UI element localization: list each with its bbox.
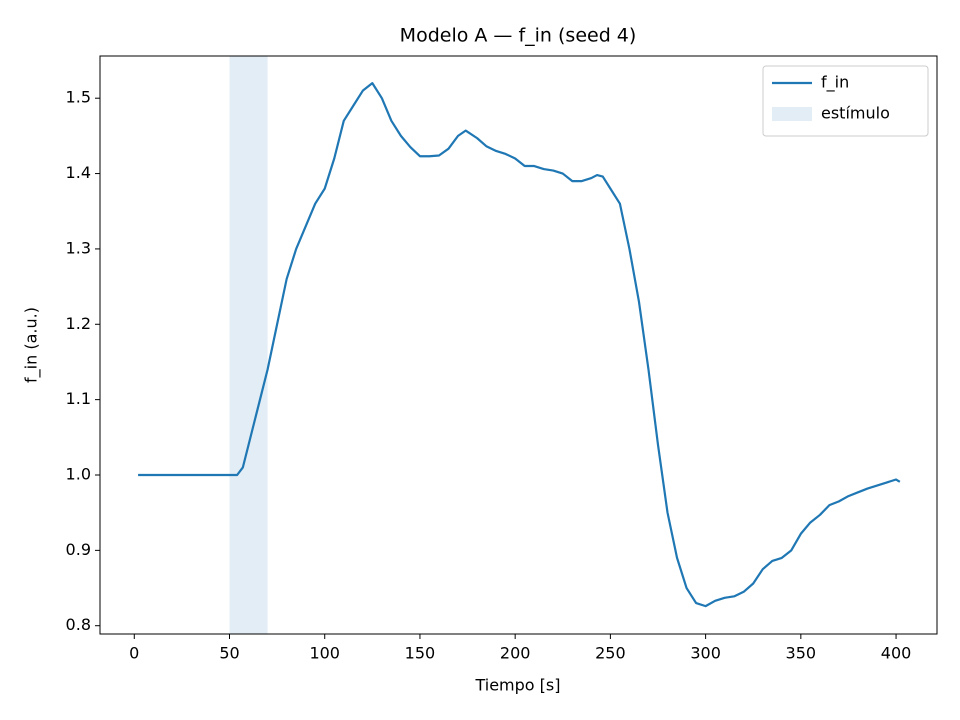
data-line	[138, 82, 901, 608]
x-tick-label: 150	[405, 644, 436, 663]
x-tick-label: 400	[881, 644, 912, 663]
x-tick-label: 350	[786, 644, 817, 663]
y-tick-label: 1.2	[66, 314, 91, 333]
x-tick-label: 200	[500, 644, 531, 663]
x-tick-label: 250	[595, 644, 626, 663]
x-tick-label: 50	[219, 644, 239, 663]
y-tick-label: 0.8	[66, 615, 91, 634]
x-tick-label: 0	[129, 644, 139, 663]
y-tick-label: 1.1	[66, 389, 91, 408]
y-tick-label: 1.0	[66, 464, 91, 483]
legend-label: estímulo	[821, 104, 890, 123]
legend-patch	[772, 107, 812, 121]
y-axis-label: f_in (a.u.)	[22, 307, 42, 383]
x-tick-label: 100	[309, 644, 340, 663]
y-tick-label: 0.9	[66, 540, 91, 559]
legend-label: f_in	[821, 73, 849, 93]
y-tick-label: 1.4	[66, 163, 91, 182]
chart-title: Modelo A — f_in (seed 4)	[400, 25, 637, 47]
x-tick-label: 300	[690, 644, 721, 663]
y-tick-label: 1.5	[66, 88, 91, 107]
y-tick-label: 1.3	[66, 238, 91, 257]
plot-frame	[99, 55, 938, 635]
x-axis-label: Tiempo [s]	[474, 676, 560, 695]
stimulus-span	[229, 56, 268, 634]
